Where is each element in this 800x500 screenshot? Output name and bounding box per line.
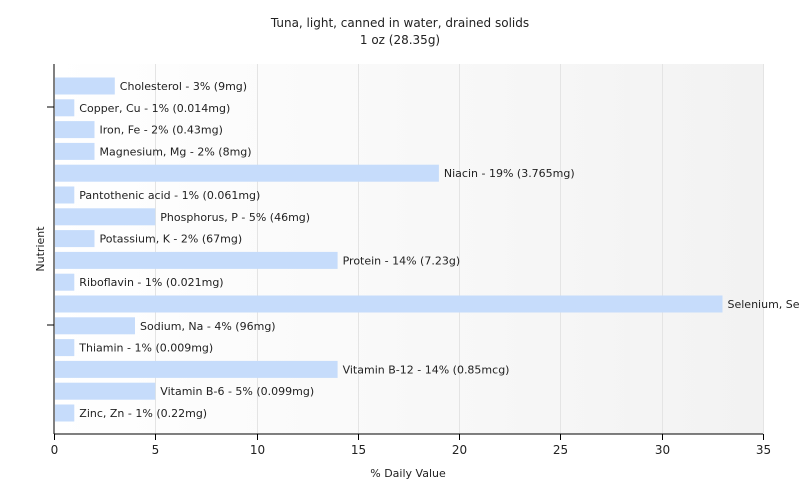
chart-subtitle: 1 oz (28.35g)	[360, 33, 440, 47]
chart-title: Tuna, light, canned in water, drained so…	[270, 16, 529, 30]
bar	[55, 273, 75, 291]
bar	[55, 142, 95, 160]
bar	[55, 208, 156, 226]
bar	[55, 251, 338, 269]
bar-label: Potassium, K - 2% (67mg)	[100, 233, 243, 246]
bar-label: Niacin - 19% (3.765mg)	[444, 167, 575, 180]
bar-label: Vitamin B-12 - 14% (0.85mcg)	[343, 363, 510, 376]
grid-lines	[155, 64, 764, 434]
bar-label: Riboflavin - 1% (0.021mg)	[79, 276, 223, 289]
bar-label: Magnesium, Mg - 2% (8mg)	[100, 145, 252, 158]
x-tick-label: 10	[250, 443, 265, 457]
bar-labels-group: Cholesterol - 3% (9mg) Copper, Cu - 1% (0…	[78, 80, 800, 420]
bar	[55, 360, 338, 378]
bar-label: Selenium, Se - 33% (22.8mcg)	[728, 298, 800, 311]
plot-area	[54, 64, 763, 434]
y-axis-label: Nutrient	[34, 226, 47, 272]
bar-label: Thiamin - 1% (0.009mg)	[78, 342, 213, 355]
bar	[55, 121, 95, 139]
bar-label: Sodium, Na - 4% (96mg)	[140, 320, 276, 333]
bar	[55, 77, 115, 95]
bar-label: Pantothenic acid - 1% (0.061mg)	[79, 189, 260, 202]
bar	[55, 339, 75, 357]
x-tick-label: 15	[351, 443, 366, 457]
x-tick-label: 25	[553, 443, 568, 457]
x-tick-label: 5	[152, 443, 160, 457]
x-tick-label: 20	[452, 443, 467, 457]
bar	[55, 382, 156, 400]
x-axis-label: % Daily Value	[370, 467, 446, 480]
bar	[55, 186, 75, 204]
bar-label: Iron, Fe - 2% (0.43mg)	[100, 124, 223, 137]
bar	[55, 230, 95, 248]
bar-label: Cholesterol - 3% (9mg)	[120, 80, 247, 93]
bars-group	[55, 77, 723, 422]
bar-label: Copper, Cu - 1% (0.014mg)	[79, 102, 230, 115]
x-ticks-group: 0 5 10 15 20 25 30 35	[51, 434, 771, 457]
bar	[55, 317, 135, 335]
bar	[55, 295, 723, 313]
bar-label: Zinc, Zn - 1% (0.22mg)	[79, 407, 207, 420]
x-tick-label: 30	[655, 443, 670, 457]
bar	[55, 164, 439, 182]
bar-label: Vitamin B-6 - 5% (0.099mg)	[160, 385, 314, 398]
bar	[55, 99, 75, 117]
bar	[55, 404, 75, 422]
bar-label: Phosphorus, P - 5% (46mg)	[160, 211, 310, 224]
bar-label: Protein - 14% (7.23g)	[343, 254, 461, 267]
x-tick-label: 35	[756, 443, 771, 457]
x-tick-label: 0	[51, 443, 59, 457]
